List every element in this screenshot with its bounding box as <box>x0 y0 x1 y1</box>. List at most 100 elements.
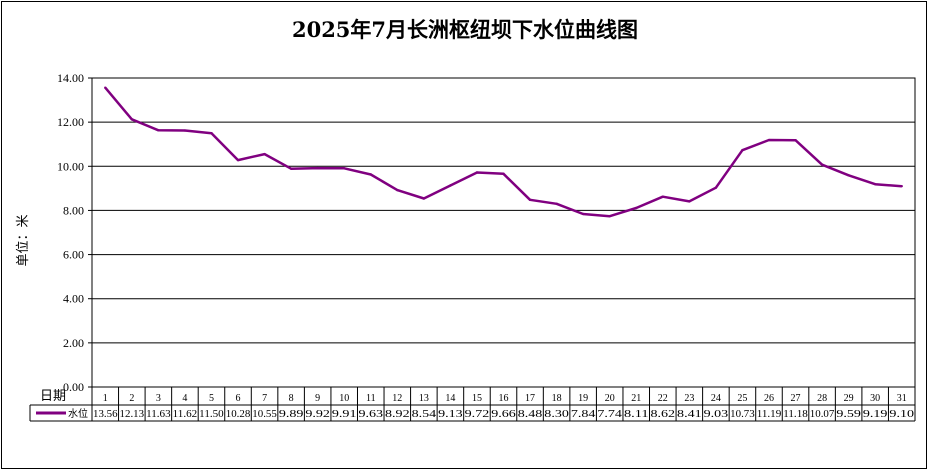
plot-area <box>91 77 916 388</box>
data-point <box>900 184 903 188</box>
y-tick-label: 10.00 <box>57 159 84 173</box>
data-label: 9.72 <box>465 409 490 420</box>
data-point <box>343 167 346 170</box>
data-label: 8.54 <box>412 409 437 420</box>
data-label: 10.28 <box>226 409 251 420</box>
data-point <box>555 202 558 206</box>
data-label: 8.30 <box>544 409 569 420</box>
series-group <box>104 86 903 218</box>
data-label: 10.73 <box>730 409 755 420</box>
legend-label: 水位 <box>68 407 88 420</box>
data-point <box>661 195 664 198</box>
data-point <box>794 139 797 142</box>
data-point <box>183 129 187 132</box>
x-tick-label: 14 <box>445 393 455 404</box>
y-tick-label: 2.00 <box>63 336 84 350</box>
y-tick-label: 4.00 <box>63 292 84 306</box>
x-tick-label: 30 <box>870 393 880 404</box>
data-label: 9.91 <box>332 409 357 420</box>
data-point <box>502 172 505 175</box>
data-label: 12.13 <box>120 409 145 420</box>
data-label: 8.62 <box>651 409 676 420</box>
data-point <box>608 214 611 218</box>
data-point <box>688 200 691 203</box>
data-point <box>767 138 771 142</box>
x-tick-label: 13 <box>419 393 429 404</box>
data-label: 7.74 <box>597 409 622 420</box>
data-point <box>236 158 240 162</box>
data-label: 9.89 <box>279 409 304 420</box>
y-tick-label: 0.00 <box>63 380 84 394</box>
x-tick-label: 27 <box>791 393 801 404</box>
data-label: 10.55 <box>252 409 277 420</box>
data-point <box>130 118 134 121</box>
data-label: 11.62 <box>173 409 198 420</box>
data-label: 9.03 <box>704 409 729 420</box>
x-tick-label: 15 <box>472 393 482 404</box>
x-tick-label: 29 <box>844 393 854 404</box>
x-tick-label: 4 <box>182 393 187 404</box>
data-label: 9.13 <box>438 409 463 420</box>
y-axis-ticks: 0.00 2.00 4.00 6.00 8.00 10.00 12.00 14.00 <box>57 71 92 394</box>
data-label: 9.92 <box>305 409 330 420</box>
data-label: 13.56 <box>93 409 118 420</box>
x-tick-label: 20 <box>605 393 615 404</box>
data-label: 11.50 <box>199 409 224 420</box>
y-tick-label: 6.00 <box>63 248 84 262</box>
data-label: 11.18 <box>783 409 808 420</box>
data-point <box>581 212 585 216</box>
x-tick-label: 24 <box>711 393 721 404</box>
data-label: 9.59 <box>836 409 861 420</box>
x-tick-label: 22 <box>658 393 668 404</box>
data-point <box>528 198 532 202</box>
x-tick-label: 25 <box>737 393 747 404</box>
x-tick-label: 23 <box>684 393 694 404</box>
x-tick-label: 18 <box>552 393 562 404</box>
data-label: 7.84 <box>571 409 596 420</box>
data-label: 9.63 <box>358 409 383 420</box>
x-tick-label: 5 <box>209 393 214 404</box>
data-label: 11.19 <box>757 409 782 420</box>
data-label: 8.11 <box>624 409 649 420</box>
data-point <box>369 173 372 176</box>
series-line-water-level <box>104 86 902 218</box>
data-label: 10.07 <box>810 409 835 420</box>
x-tick-label: 1 <box>103 393 108 404</box>
x-tick-label: 6 <box>236 393 241 404</box>
data-point <box>104 86 107 89</box>
x-tick-label: 19 <box>578 393 588 404</box>
data-point <box>449 184 452 187</box>
data-label: 9.19 <box>863 409 888 420</box>
data-label: 8.48 <box>518 409 543 420</box>
data-point <box>289 167 293 170</box>
x-tick-label: 8 <box>289 393 294 404</box>
data-point <box>210 131 213 135</box>
data-point <box>714 186 718 189</box>
data-point <box>263 152 266 156</box>
y-tick-label: 12.00 <box>57 115 84 129</box>
data-point <box>396 188 399 192</box>
x-tick-label: 3 <box>156 393 161 404</box>
x-tick-label: 17 <box>525 393 535 404</box>
data-label: 11.63 <box>146 409 171 420</box>
data-point <box>873 182 877 186</box>
data-point <box>847 174 850 177</box>
data-point <box>157 129 160 132</box>
x-tick-label: 12 <box>392 393 402 404</box>
x-tick-label: 11 <box>366 393 376 404</box>
y-tick-label: 8.00 <box>63 203 84 217</box>
x-tick-label: 21 <box>631 393 641 404</box>
x-tick-label: 28 <box>817 393 827 404</box>
grid-lines <box>92 77 915 388</box>
data-label: 9.10 <box>889 409 914 420</box>
x-tick-label: 2 <box>129 393 134 404</box>
data-point <box>635 206 638 210</box>
x-axis-label: 日期 <box>40 389 66 404</box>
data-point <box>422 197 426 200</box>
data-point <box>741 148 744 152</box>
x-tick-label: 7 <box>262 393 267 404</box>
x-tick-label: 10 <box>339 393 349 404</box>
data-label: 8.41 <box>677 409 702 420</box>
